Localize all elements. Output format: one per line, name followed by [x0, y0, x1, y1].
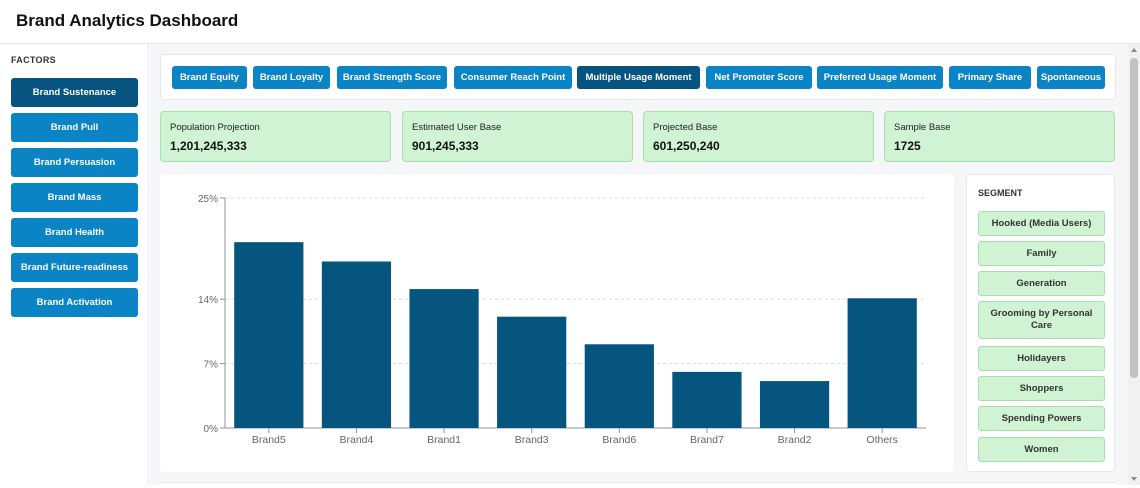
app-header: Brand Analytics Dashboard [0, 0, 1140, 44]
y-tick-label: 25% [198, 194, 218, 205]
factor-brand-persuasion-button[interactable]: Brand Persuasion [11, 148, 138, 177]
bar-others [847, 298, 917, 428]
x-tick-label: Brand1 [427, 434, 461, 446]
segment-spending-powers-button[interactable]: Spending Powers [978, 406, 1105, 431]
stat-label: Estimated User Base [412, 122, 502, 133]
stat-value: 1725 [894, 139, 921, 153]
stat-card-estimated-user-base: Estimated User Base 901,245,333 [402, 111, 633, 162]
x-tick-label: Brand4 [340, 434, 374, 446]
bottom-panel-edge [160, 482, 1116, 488]
tab-brand-equity[interactable]: Brand Equity [172, 66, 247, 89]
factors-sidebar: FACTORS Brand Sustenance Brand Pull Bran… [0, 44, 149, 485]
segment-generation-button[interactable]: Generation [978, 271, 1105, 296]
stat-card-population-projection: Population Projection 1,201,245,333 [160, 111, 391, 162]
y-tick-label: 7% [204, 360, 219, 371]
segment-family-button[interactable]: Family [978, 241, 1105, 266]
segment-shoppers-button[interactable]: Shoppers [978, 376, 1105, 401]
factor-brand-pull-button[interactable]: Brand Pull [11, 113, 138, 142]
x-tick-label: Brand2 [778, 434, 812, 446]
stat-label: Sample Base [894, 122, 951, 133]
y-tick-label: 0% [204, 424, 219, 435]
main-content: Brand Equity Brand Loyalty Brand Strengt… [150, 44, 1128, 488]
bar-brand3 [497, 316, 567, 428]
stat-value: 1,201,245,333 [170, 139, 247, 153]
bar-chart: 0% 7% 14% 25% Brand5 Brand4 Brand1 Brand3 Brand6… [198, 194, 926, 446]
bar-chart-card: 0% 7% 14% 25% Brand5 Brand4 Brand1 Brand3 Brand6… [160, 174, 954, 472]
bar-brand4 [321, 261, 392, 428]
tab-multiple-usage-moment[interactable]: Multiple Usage Moment [577, 66, 700, 89]
factor-brand-activation-button[interactable]: Brand Activation [11, 288, 138, 317]
bar-brand2 [759, 381, 830, 428]
segment-women-button[interactable]: Women [978, 437, 1105, 462]
tab-preferred-usage-moment[interactable]: Preferred Usage Moment [817, 66, 943, 89]
stat-value: 601,250,240 [653, 139, 720, 153]
tab-brand-strength-score[interactable]: Brand Strength Score [337, 66, 447, 89]
tab-spontaneous[interactable]: Spontaneous [1037, 66, 1105, 89]
tab-net-promoter-score[interactable]: Net Promoter Score [706, 66, 812, 89]
stat-card-sample-base: Sample Base 1725 [884, 111, 1115, 162]
factor-brand-mass-button[interactable]: Brand Mass [11, 183, 138, 212]
stat-value: 901,245,333 [412, 139, 479, 153]
x-tick-label: Others [866, 434, 898, 446]
x-tick-label: Brand6 [602, 434, 636, 446]
vertical-scrollbar[interactable] [1128, 44, 1140, 485]
bar-brand1 [409, 289, 479, 428]
stat-label: Projected Base [653, 122, 718, 133]
scrollbar-thumb[interactable] [1130, 58, 1138, 378]
factor-brand-health-button[interactable]: Brand Health [11, 218, 138, 247]
factor-brand-future-readiness-button[interactable]: Brand Future-readiness [11, 253, 138, 282]
scroll-down-arrow-icon[interactable] [1130, 475, 1138, 483]
segment-heading: SEGMENT [978, 188, 1023, 198]
app-title: Brand Analytics Dashboard [16, 11, 239, 30]
stat-card-projected-base: Projected Base 601,250,240 [643, 111, 874, 162]
x-tick-label: Brand5 [252, 434, 286, 446]
bar-brand7 [672, 371, 742, 428]
tab-brand-loyalty[interactable]: Brand Loyalty [253, 66, 330, 89]
metric-tabs-bar: Brand Equity Brand Loyalty Brand Strengt… [160, 54, 1116, 100]
x-tick-label: Brand7 [690, 434, 724, 446]
tab-primary-share[interactable]: Primary Share [949, 66, 1031, 89]
factor-brand-sustenance-button[interactable]: Brand Sustenance [11, 78, 138, 107]
factors-heading: FACTORS [11, 55, 56, 65]
segment-holidayers-button[interactable]: Holidayers [978, 346, 1105, 371]
y-tick-label: 14% [198, 295, 218, 306]
segment-hooked-media-users-button[interactable]: Hooked (Media Users) [978, 211, 1105, 236]
x-tick-label: Brand3 [515, 434, 549, 446]
scroll-up-arrow-icon[interactable] [1130, 46, 1138, 54]
segment-panel: SEGMENT Hooked (Media Users) Family Gene… [966, 174, 1115, 472]
segment-grooming-by-personal-care-button[interactable]: Grooming by Personal Care [978, 301, 1105, 339]
stat-label: Population Projection [170, 122, 260, 133]
bar-brand6 [584, 344, 654, 428]
bar-brand5 [234, 242, 304, 428]
tab-consumer-reach-point[interactable]: Consumer Reach Point [454, 66, 572, 89]
